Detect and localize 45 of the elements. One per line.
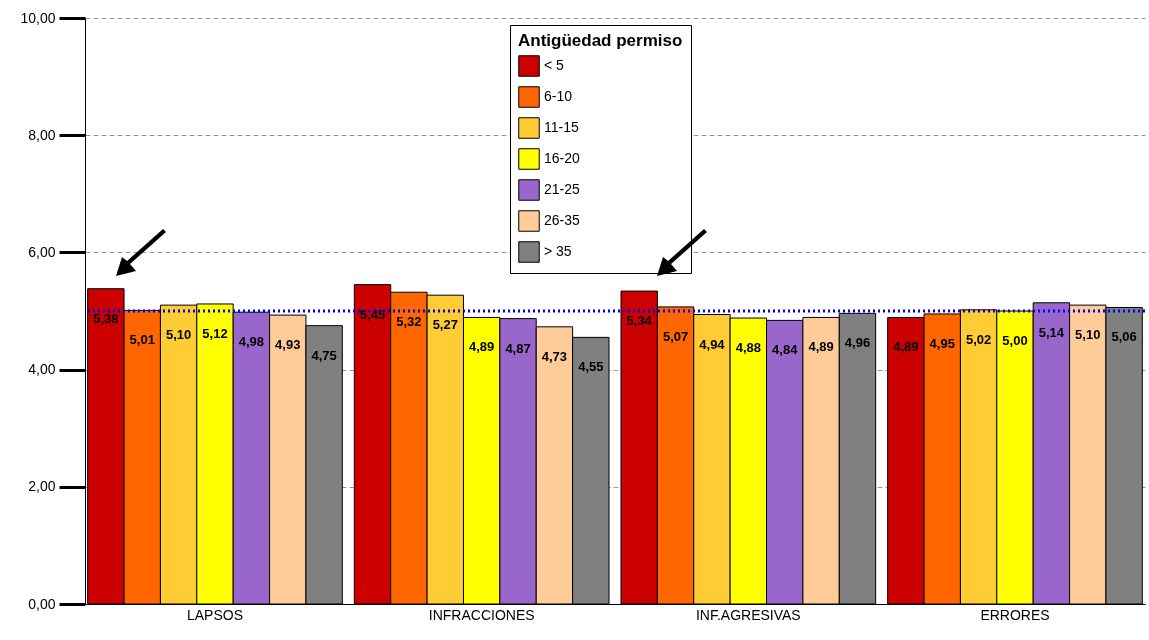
data-label: 4,55 [578,359,604,375]
y-tick-label: 4,00 [28,361,56,378]
legend-title: Antigüedad permiso [518,31,683,50]
x-tick-label: INFRACCIONES [428,606,535,623]
data-label: 4,73 [541,348,568,364]
data-label: 4,89 [808,339,834,355]
legend-label: 26-35 [544,212,581,228]
data-label: 4,89 [469,339,495,355]
data-label: 5,07 [662,328,689,344]
legend-label: < 5 [544,57,565,73]
data-label: 4,75 [311,347,337,363]
y-tick-label: 0,00 [28,595,56,612]
x-tick-label: LAPSOS [186,606,244,623]
data-label: 4,96 [844,335,871,351]
data-label: 5,14 [1038,324,1065,340]
data-label: 4,94 [699,336,726,352]
data-label: 5,32 [396,314,422,330]
data-label: 5,10 [1075,327,1101,343]
data-label: 5,34 [626,313,653,329]
data-label: 4,95 [929,335,955,351]
data-label: 4,87 [505,340,531,356]
data-label: 4,98 [238,334,265,350]
data-label: 4,89 [893,339,919,355]
y-tick-label: 2,00 [28,478,56,495]
y-tick-label: 8,00 [28,126,56,143]
data-label: 4,88 [735,340,761,356]
legend-label: 21-25 [544,181,581,197]
data-label: 5,06 [1111,329,1137,345]
data-label: 5,02 [965,331,992,347]
data-label: 5,38 [93,310,119,326]
data-label: 5,10 [165,327,192,343]
y-tick-label: 10,00 [20,9,56,26]
x-tick-label: INF.AGRESIVAS [695,606,801,623]
data-label: 4,84 [772,342,799,358]
legend-label: > 35 [544,243,572,259]
data-label: 5,12 [202,325,228,341]
legend-label: 6-10 [544,88,573,104]
legend-label: 11-15 [544,119,579,135]
y-tick-label: 6,00 [28,243,56,260]
legend-label: 16-20 [544,150,581,166]
data-label: 5,27 [432,317,458,333]
data-label: 5,01 [129,332,155,348]
data-label: 4,93 [275,337,301,353]
data-label: 5,00 [1002,333,1028,348]
x-tick-label: ERRORES [980,606,1050,623]
